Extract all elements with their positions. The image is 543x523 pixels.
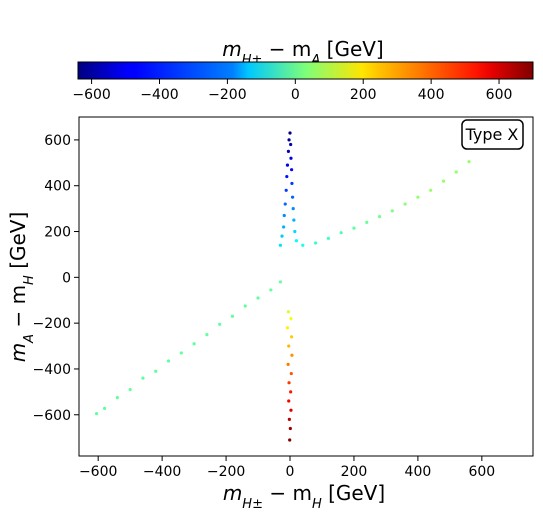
scatter-point: [286, 310, 291, 314]
scatter-point: [285, 326, 290, 330]
colorbar-tick-label: 200: [350, 87, 377, 103]
y-tick-label: 400: [44, 179, 71, 195]
x-axis-title: mH± − mH [GeV]: [223, 481, 385, 512]
scatter-point: [286, 362, 290, 366]
scatter-point: [294, 239, 299, 243]
scatter-point: [243, 304, 247, 308]
scatter-point: [326, 236, 330, 240]
x-tick-label: 400: [405, 464, 432, 480]
x-tick-label: 0: [286, 464, 295, 480]
scatter-point: [290, 335, 294, 339]
scatter-point: [166, 359, 171, 363]
scatter-point: [429, 188, 433, 192]
scatter-point: [290, 353, 294, 357]
scatter-point: [377, 215, 382, 219]
scatter-point: [467, 160, 471, 164]
scatter-point: [287, 344, 291, 348]
scatter-point: [289, 316, 293, 321]
scatter-point: [269, 288, 273, 292]
scatter-point: [290, 168, 294, 172]
colorbar: [77, 61, 534, 80]
scatter-point: [416, 195, 420, 199]
scatter-point: [289, 408, 293, 412]
scatter-points: [94, 131, 497, 442]
scatter-point: [278, 280, 283, 284]
scatter-point: [218, 322, 222, 326]
scatter-point: [280, 234, 284, 238]
scatter-point: [313, 241, 318, 245]
scatter-point: [284, 188, 288, 192]
scatter-point: [292, 218, 296, 222]
scatter-point: [278, 243, 283, 247]
scatter-point: [179, 351, 183, 355]
x-tick-label: 200: [341, 464, 368, 480]
scatter-point: [192, 342, 196, 346]
y-tick-label: −600: [33, 408, 71, 424]
scatter-point: [128, 387, 132, 392]
scatter-point: [94, 412, 99, 416]
y-tick-label: 600: [44, 133, 71, 149]
scatter-point: [282, 213, 286, 218]
scatter-point: [290, 195, 295, 199]
colorbar-tick-label: 600: [486, 87, 513, 103]
y-axis-ticks: −600 −400 −200 0 200 400 600: [33, 133, 79, 424]
scatter-point: [403, 202, 407, 206]
scatter-point: [441, 179, 446, 183]
scatter-point: [286, 149, 291, 153]
scatter-point: [352, 226, 356, 230]
scatter-point: [290, 181, 294, 186]
scatter-point: [282, 225, 286, 229]
scatter-point: [293, 229, 297, 234]
scatter-point: [289, 142, 293, 147]
scatter-point: [141, 376, 145, 380]
scatter-point: [289, 156, 293, 160]
scatter-point: [154, 369, 158, 373]
x-tick-label: −400: [143, 464, 181, 480]
plot-area: [78, 116, 534, 457]
y-tick-label: −200: [33, 316, 71, 332]
scatter-point: [289, 371, 293, 376]
y-tick-label: 0: [62, 270, 71, 286]
scatter-point: [102, 406, 107, 410]
scatter-point: [287, 381, 291, 385]
scatter-point: [365, 220, 369, 224]
scatter-point: [339, 231, 343, 235]
annotation-box: [461, 119, 524, 150]
y-tick-label: −400: [33, 362, 71, 378]
scatter-point: [256, 296, 260, 300]
scatter-point: [288, 426, 292, 431]
annotation-label: Type X: [465, 125, 519, 144]
scatter-point: [115, 395, 119, 400]
scatter-point: [285, 163, 290, 167]
colorbar-tick-label: 0: [291, 87, 300, 103]
scatter-point: [283, 202, 287, 206]
scatter-point: [287, 399, 291, 403]
scatter-point: [291, 207, 295, 211]
scatter-point: [230, 314, 235, 318]
scatter-point: [287, 138, 291, 142]
x-axis-ticks: −600 −400 −200 0 200 400 600: [79, 456, 495, 480]
scatter-point: [288, 438, 292, 442]
colorbar-tick-label: −200: [208, 87, 246, 103]
x-tick-label: −200: [207, 464, 245, 480]
scatter-point: [288, 131, 292, 135]
scatter-point: [287, 417, 291, 421]
scatter-point: [285, 174, 289, 179]
scatter-point: [301, 243, 305, 247]
x-tick-label: 600: [468, 464, 495, 480]
scatter-point: [390, 209, 394, 213]
colorbar-tick-label: −400: [140, 87, 178, 103]
colorbar-ticks: −600 −400 −200 0 200 400 600: [72, 79, 512, 103]
colorbar-tick-label: −600: [72, 87, 110, 103]
x-tick-label: −600: [79, 464, 117, 480]
scatter-point: [454, 170, 458, 174]
colorbar-tick-label: 400: [418, 87, 445, 103]
y-axis-title: mA − mH [GeV]: [6, 212, 37, 363]
y-tick-label: 200: [44, 225, 71, 241]
colorbar-title: mH± − mA [GeV]: [222, 37, 383, 68]
scatter-point: [289, 390, 293, 394]
scatter-point: [205, 333, 209, 337]
